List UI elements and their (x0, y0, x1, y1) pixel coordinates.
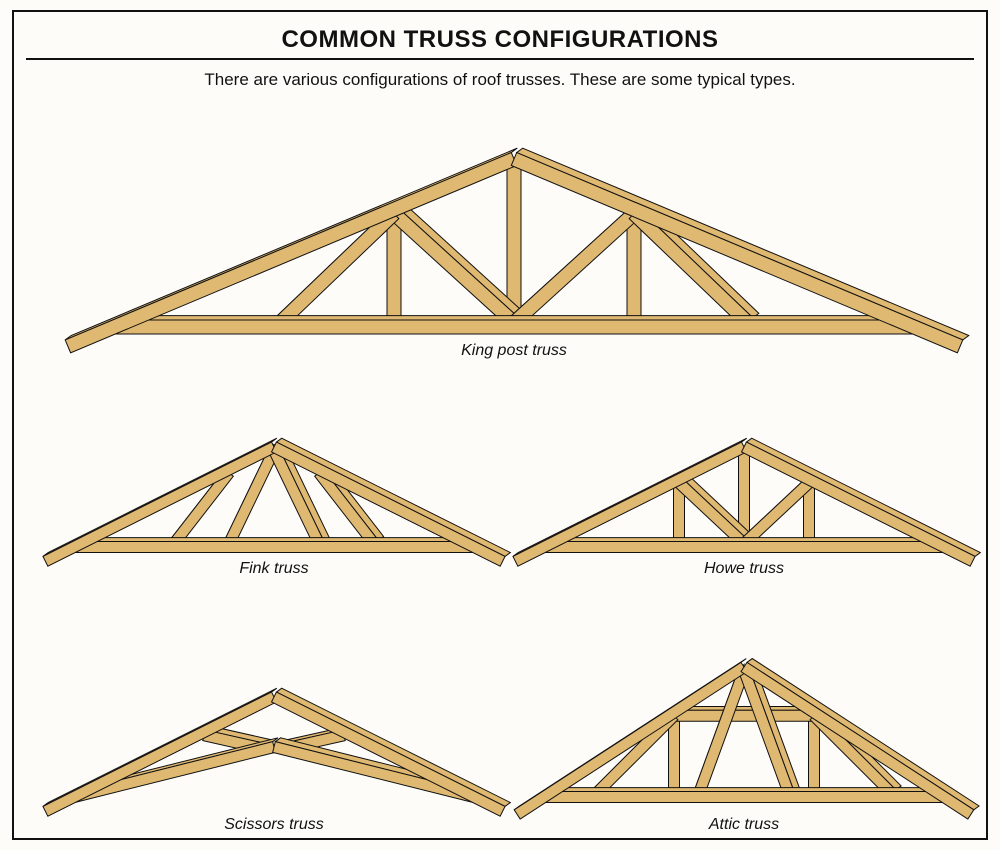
howe-truss-label: Howe truss (704, 560, 784, 578)
title-rule (26, 58, 974, 60)
fink-truss-label: Fink truss (239, 560, 308, 578)
scissors-truss-label: Scissors truss (224, 816, 324, 834)
king-post-truss-label: King post truss (461, 342, 567, 360)
fink-truss-diagram (64, 412, 484, 572)
king-post-truss-diagram (104, 112, 924, 352)
attic-truss-label: Attic truss (709, 816, 779, 834)
scissors-truss-diagram (64, 662, 484, 822)
attic-truss-diagram (534, 642, 954, 822)
diagram-frame: COMMON TRUSS CONFIGURATIONS There are va… (12, 10, 988, 840)
page-title: COMMON TRUSS CONFIGURATIONS (14, 26, 986, 54)
howe-truss-diagram (534, 412, 954, 572)
page-subtitle: There are various configurations of roof… (14, 70, 986, 90)
